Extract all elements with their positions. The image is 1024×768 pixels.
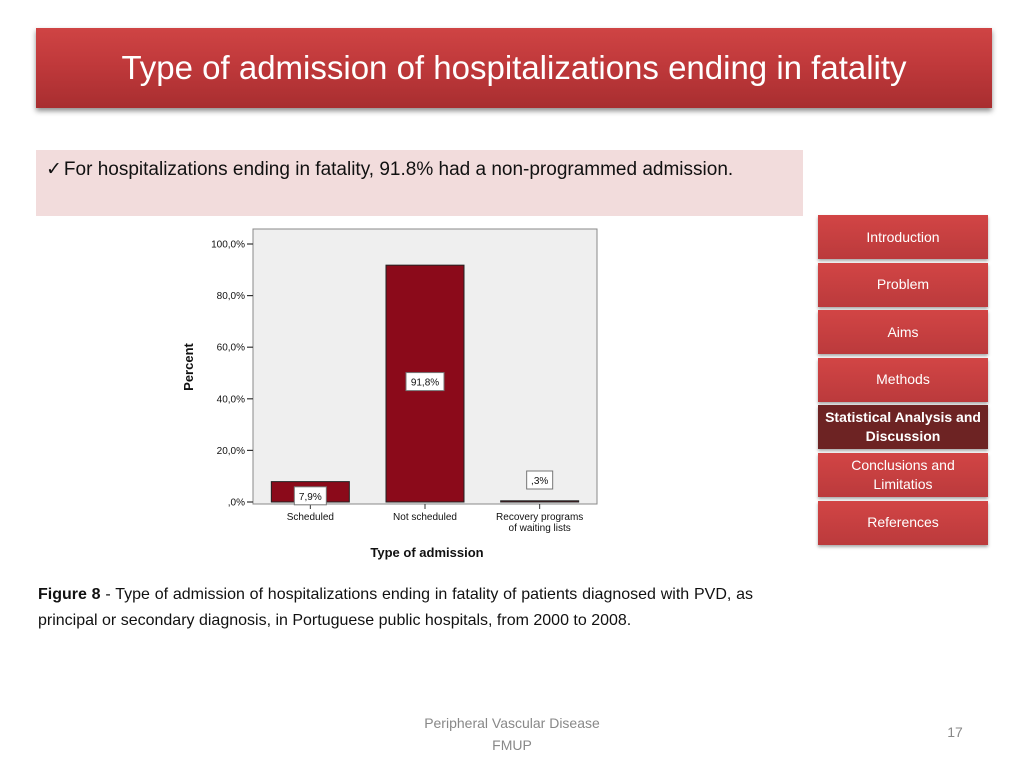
chart: ,0% 20,0% 40,0% 60,0% 80,0% 100,0% 7,9% Schedul… (176, 222, 636, 567)
data-label: ,3% (531, 476, 548, 487)
footer: Peripheral Vascular Disease FMUP (410, 712, 614, 756)
title-bar: Type of admission of hospitalizations en… (36, 28, 992, 108)
data-label-box (405, 372, 445, 392)
nav-item-label: Methods (876, 371, 930, 388)
check-icon: ✓ (46, 159, 62, 180)
data-label-box (526, 470, 554, 490)
bar-chart-svg: ,0% 20,0% 40,0% 60,0% 80,0% 100,0% 7,9% Schedul… (181, 228, 598, 560)
caption-text: - Type of admission of hospitalizations … (38, 586, 754, 629)
nav-item-methods[interactable]: Methods (818, 357, 988, 402)
nav-item-label: References (867, 514, 939, 531)
x-tick-label: of waiting lists (509, 523, 571, 534)
nav-item-problem[interactable]: Problem (818, 262, 988, 307)
x-tick-label: Not scheduled (393, 512, 457, 523)
x-axis-title: Type of admission (370, 545, 483, 560)
nav-item-label: Statistical Analysis and Discussion (825, 409, 981, 445)
data-label-box (293, 486, 327, 506)
data-label: 91,8% (411, 378, 439, 389)
bullet-box: ✓ For hospitalizations ending in fatality… (36, 150, 803, 216)
nav-item-label: Conclusions and Limitatios (851, 456, 955, 492)
page-number: 17 (947, 724, 963, 740)
nav-item-statistical-analysis-and-discussion[interactable]: Statistical Analysis and Discussion (818, 405, 988, 450)
y-tick-label: 40,0% (217, 394, 245, 405)
nav-item-label: Problem (876, 276, 930, 293)
x-tick-label: Recovery programs (496, 512, 583, 523)
bar (500, 500, 580, 503)
y-tick-label: 20,0% (217, 446, 245, 457)
nav-item-introduction[interactable]: Introduction (818, 215, 988, 259)
nav-item-aims[interactable]: Aims (818, 310, 988, 355)
slide-title: Type of admission of hospitalizations en… (121, 49, 907, 86)
footer-line-2: FMUP (492, 737, 532, 753)
y-tick-label: 60,0% (217, 343, 245, 354)
nav-item-label: Introduction (866, 228, 940, 245)
nav-item-conclusions-and-limitatios[interactable]: Conclusions and Limitatios (818, 452, 988, 497)
y-tick-label: ,0% (228, 498, 245, 509)
x-tick-label: Scheduled (287, 512, 334, 523)
y-tick-label: 80,0% (217, 291, 245, 302)
bullet-text: For hospitalizations ending in fatality,… (63, 159, 734, 180)
nav-item-references[interactable]: References (818, 500, 988, 545)
data-label: 7,9% (299, 492, 322, 503)
figure-caption: Figure 8 - Type of admission of hospital… (38, 582, 753, 634)
y-tick-label: 100,0% (211, 240, 245, 251)
y-axis-title: Percent (181, 342, 196, 390)
footer-line-1: Peripheral Vascular Disease (424, 715, 600, 731)
caption-label: Figure 8 (38, 586, 101, 603)
nav-item-label: Aims (887, 323, 919, 340)
section-nav: Introduction Problem Aims Methods Statistica… (818, 215, 988, 548)
